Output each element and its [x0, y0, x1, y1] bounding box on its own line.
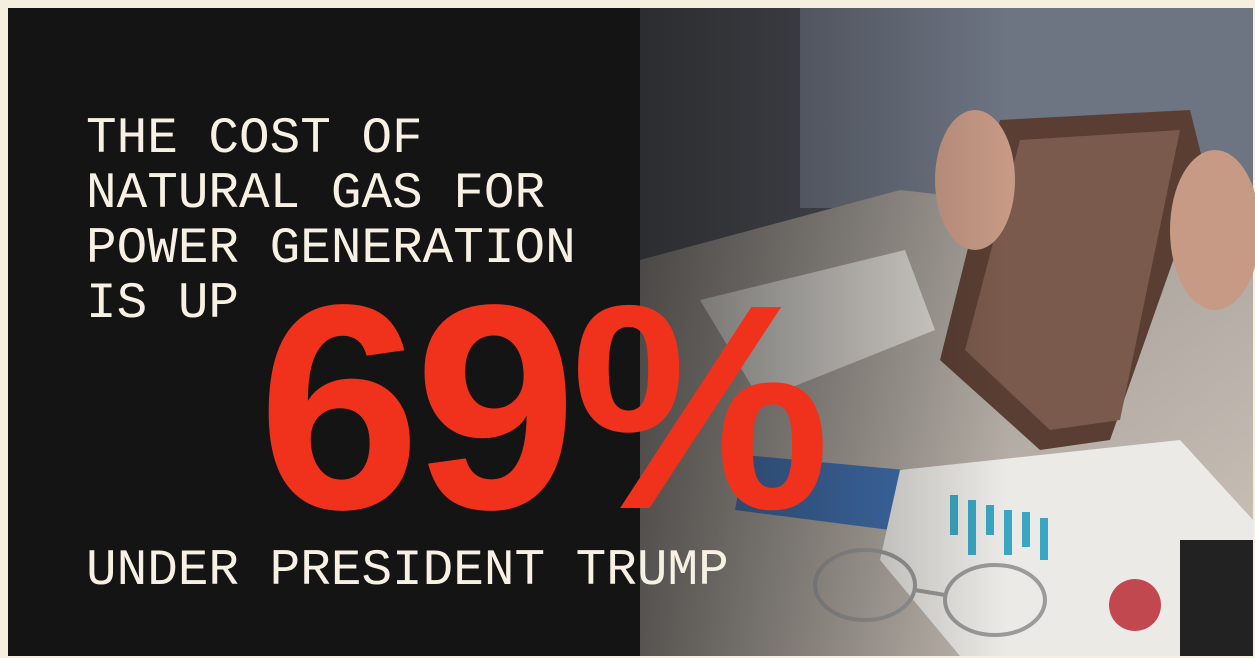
headline-line: NATURAL GAS FOR [86, 166, 545, 223]
graphic-card: THE COST OF NATURAL GAS FOR POWER GENERA… [0, 0, 1255, 658]
figure: 69% [258, 244, 826, 570]
footer: UNDER PRESIDENT TRUMP [86, 543, 729, 600]
headline-line: THE COST OF [86, 111, 423, 168]
graphic: THE COST OF NATURAL GAS FOR POWER GENERA… [0, 0, 1255, 658]
pie-sticker [1109, 579, 1161, 631]
phone [1180, 540, 1253, 656]
headline-line: IS UP [86, 276, 239, 333]
